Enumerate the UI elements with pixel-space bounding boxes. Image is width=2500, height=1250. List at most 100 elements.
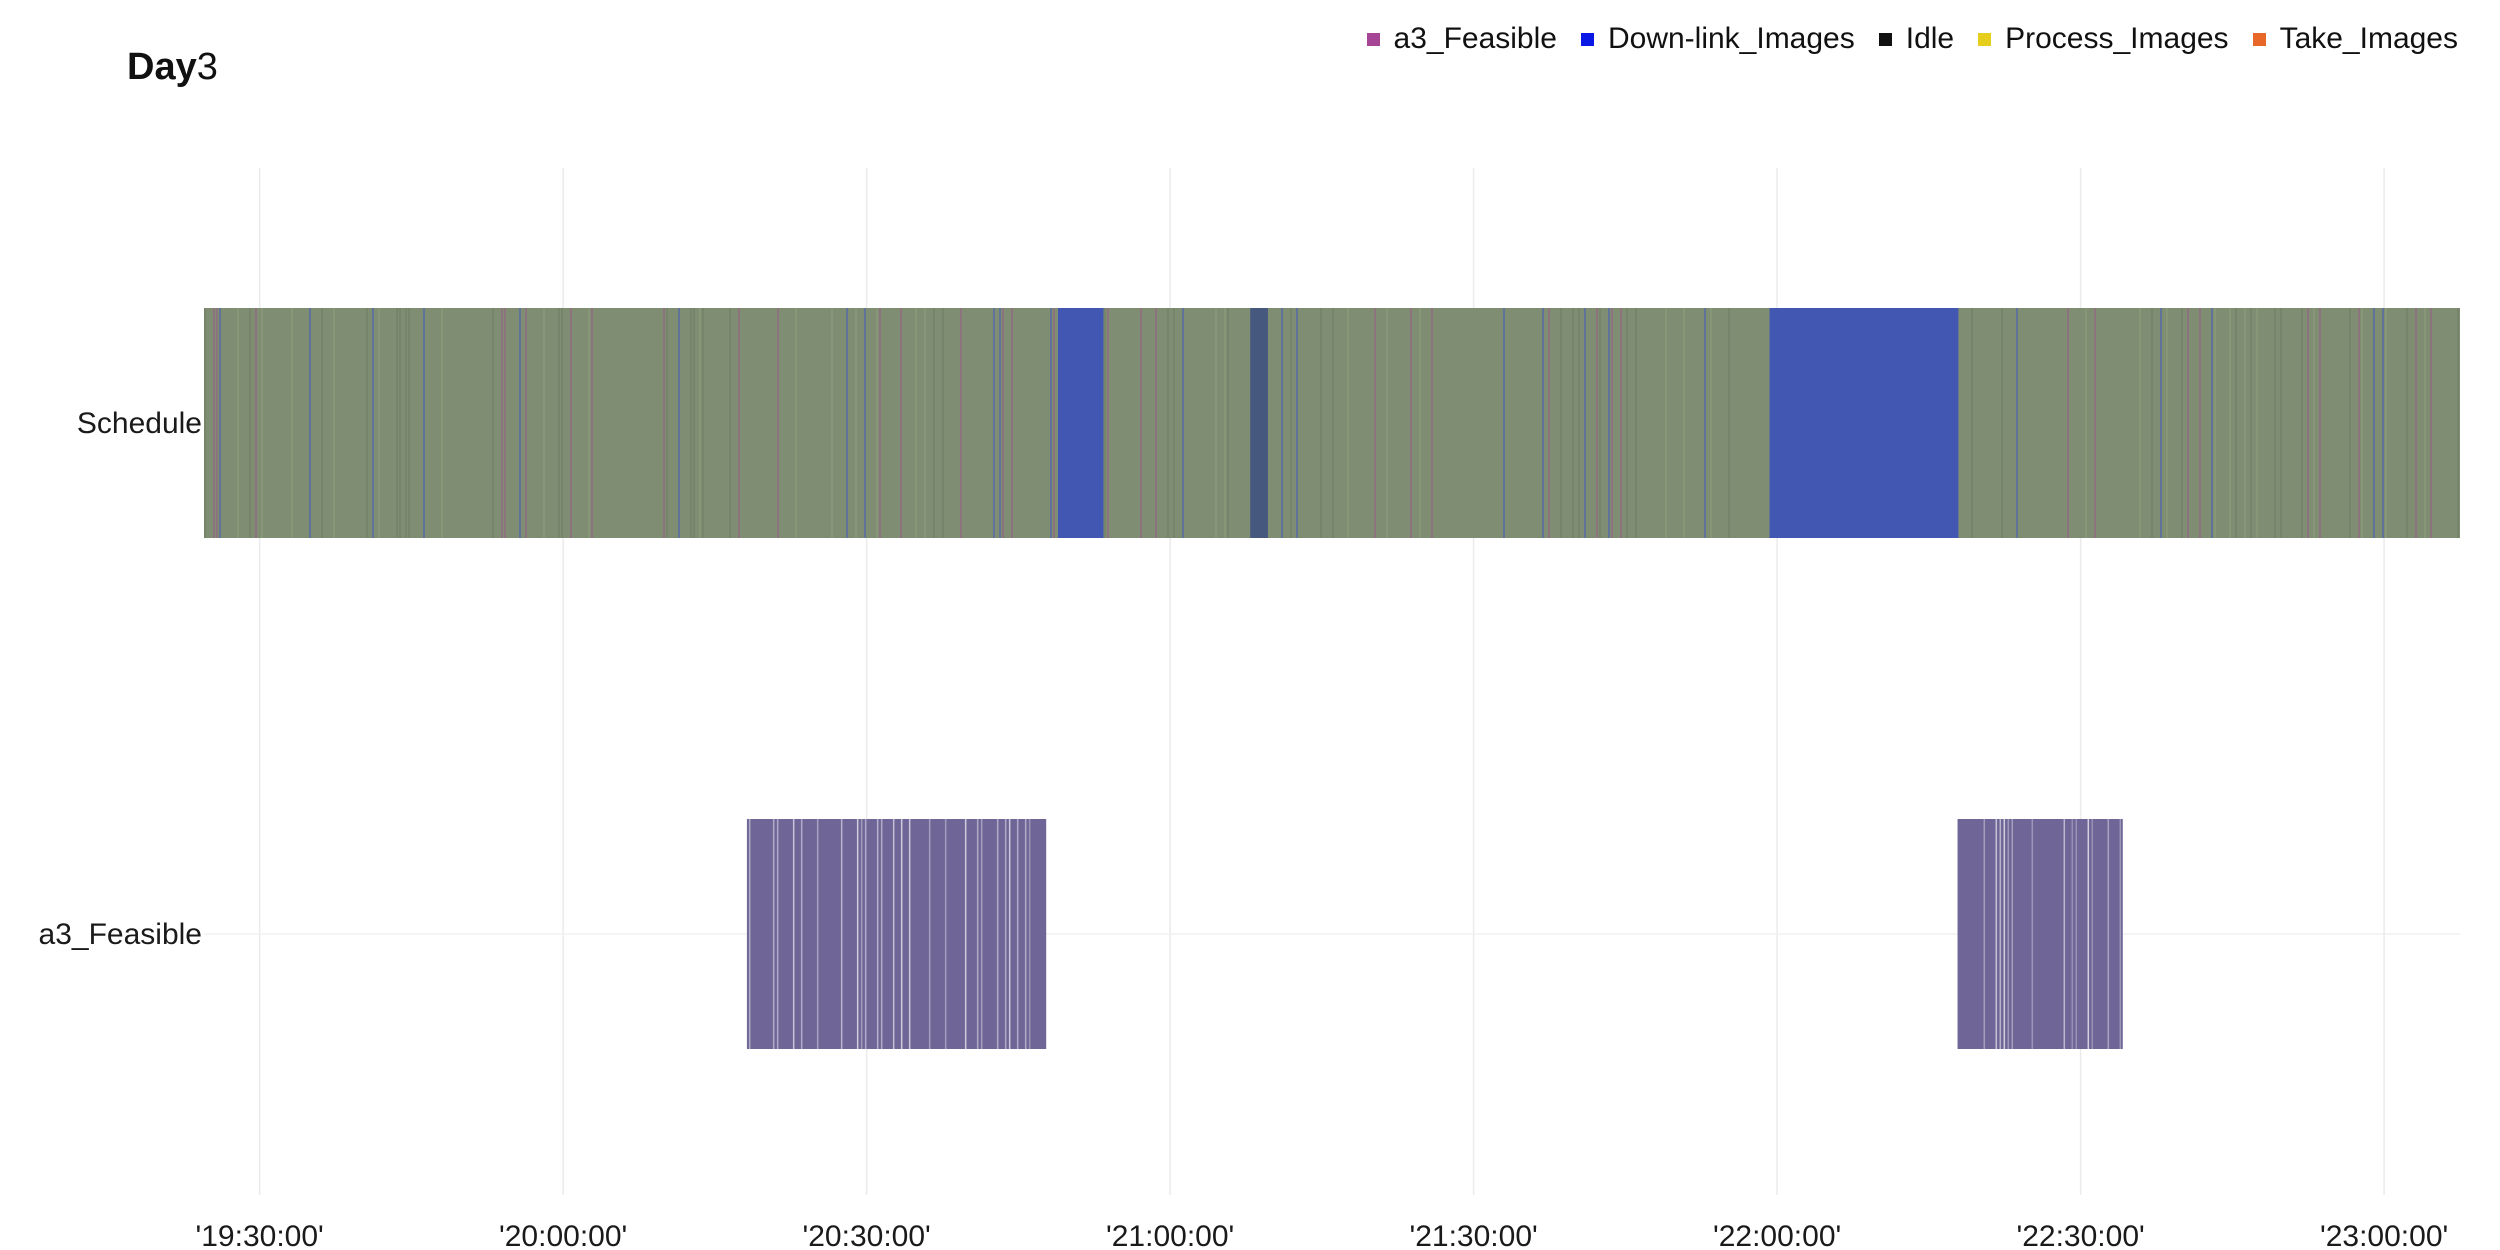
schedule-stripe [2151,308,2153,538]
schedule-stripe [1227,308,1229,538]
schedule-stripe [1104,308,1106,538]
a3-feasible-gap [892,819,895,1049]
legend: a3_Feasible Down-link_Images Idle Proces… [1366,22,2458,56]
schedule-stripe [855,308,857,538]
a3-feasible-gap [2091,819,2094,1049]
schedule-stripe [2085,308,2087,538]
schedule-stripe [2244,308,2246,538]
schedule-stripe [249,308,251,538]
legend-label: Idle [1905,22,1955,55]
schedule-stripe [501,308,503,538]
schedule-stripe [2001,308,2003,538]
schedule-stripe [1155,308,1157,538]
tick-label: '21:00:00' [1106,1220,1234,1250]
schedule-stripe [1620,308,1622,538]
tick-label: '23:00:00' [2320,1220,2448,1250]
schedule-stripe [2016,308,2018,538]
a3-feasible-gap [980,819,983,1049]
schedule-stripe [879,308,881,538]
tick-label: '20:00:00' [499,1220,627,1250]
schedule-stripe [2187,308,2189,538]
schedule-stripe [900,308,902,538]
a3-feasible-gap [944,819,947,1049]
schedule-stripe [558,308,560,538]
chart-title: Day3 [127,46,218,89]
a3-feasible-gap [2011,819,2014,1049]
legend-label: Take_Images [2279,22,2458,55]
a3-feasible-gap [880,819,883,1049]
schedule-stripe [2358,308,2360,538]
schedule-stripe [1332,308,1334,538]
schedule-stripe [219,308,221,538]
a3-feasible-gap [2071,819,2074,1049]
schedule-stripe [2214,308,2216,538]
schedule-stripe [1320,308,1322,538]
a3-feasible-gap [996,819,999,1049]
a3-feasible-gap [1008,819,1011,1049]
schedule-stripe [933,308,935,538]
a3-feasible-gap [2075,819,2078,1049]
schedule-stripe [1578,308,1580,538]
a3-feasible-gap [1016,819,1019,1049]
schedule-stripe [924,308,926,538]
schedule-stripe [2067,308,2069,538]
schedule-stripe [1182,308,1184,538]
title-rest: 3 [196,46,218,88]
schedule-stripe [666,308,668,538]
schedule-stripe [2301,308,2303,538]
schedule-stripe [309,308,311,538]
downlink-block [1250,308,1268,538]
schedule-stripe [2250,308,2252,538]
a3-feasible-gap [840,819,843,1049]
a3-feasible-gap [2003,819,2006,1049]
a3-feasible-gap [860,819,863,1049]
schedule-stripe [1635,308,1637,538]
schedule-stripe [372,308,374,538]
schedule-stripe [2211,308,2213,538]
legend-label: a3_Feasible [1393,22,1557,55]
schedule-stripe [399,308,401,538]
schedule-stripe [1050,308,1052,538]
a3-feasible-gap [1028,819,1031,1049]
schedule-stripe [213,308,215,538]
schedule-stripe [831,308,833,538]
schedule-stripe [1296,308,1298,538]
schedule-stripe [2139,308,2141,538]
schedule-stripe [2415,308,2417,538]
schedule-stripe [1596,308,1598,538]
schedule-stripe [1290,308,1292,538]
a3-feasible-gap [1999,819,2002,1049]
a3-feasible-gap [1995,819,1998,1049]
schedule-stripe [525,308,527,538]
schedule-stripe [2181,308,2183,538]
schedule-stripe [2373,308,2375,538]
schedule-stripe [2307,308,2309,538]
legend-item-take-images: Take_Images [2252,22,2458,56]
schedule-stripe [2424,308,2426,538]
schedule-stripe [738,308,740,538]
schedule-stripe [1548,308,1550,538]
schedule-stripe [960,308,962,538]
a3-feasible-gap [748,819,751,1049]
schedule-stripe [2229,308,2231,538]
legend-swatch [2252,32,2266,46]
schedule-stripe [1572,308,1574,538]
schedule-stripe [1584,308,1586,538]
schedule-stripe [1665,308,1667,538]
schedule-stripe [2430,308,2432,538]
schedule-stripe [366,308,368,538]
schedule-stripe [1281,308,1283,538]
title-bold: Day [127,46,197,88]
a3-feasible-gap [1004,819,1007,1049]
schedule-stripe [561,308,563,538]
schedule-stripe [690,308,692,538]
a3-feasible-gap [856,819,859,1049]
schedule-stripe [591,308,593,538]
schedule-stripe [204,308,206,538]
row-label: Schedule [77,407,202,440]
schedule-stripe [1386,308,1388,538]
legend-item-a3-feasible: a3_Feasible [1366,22,1557,56]
schedule-stripe [2382,308,2384,538]
schedule-stripe [237,308,239,538]
